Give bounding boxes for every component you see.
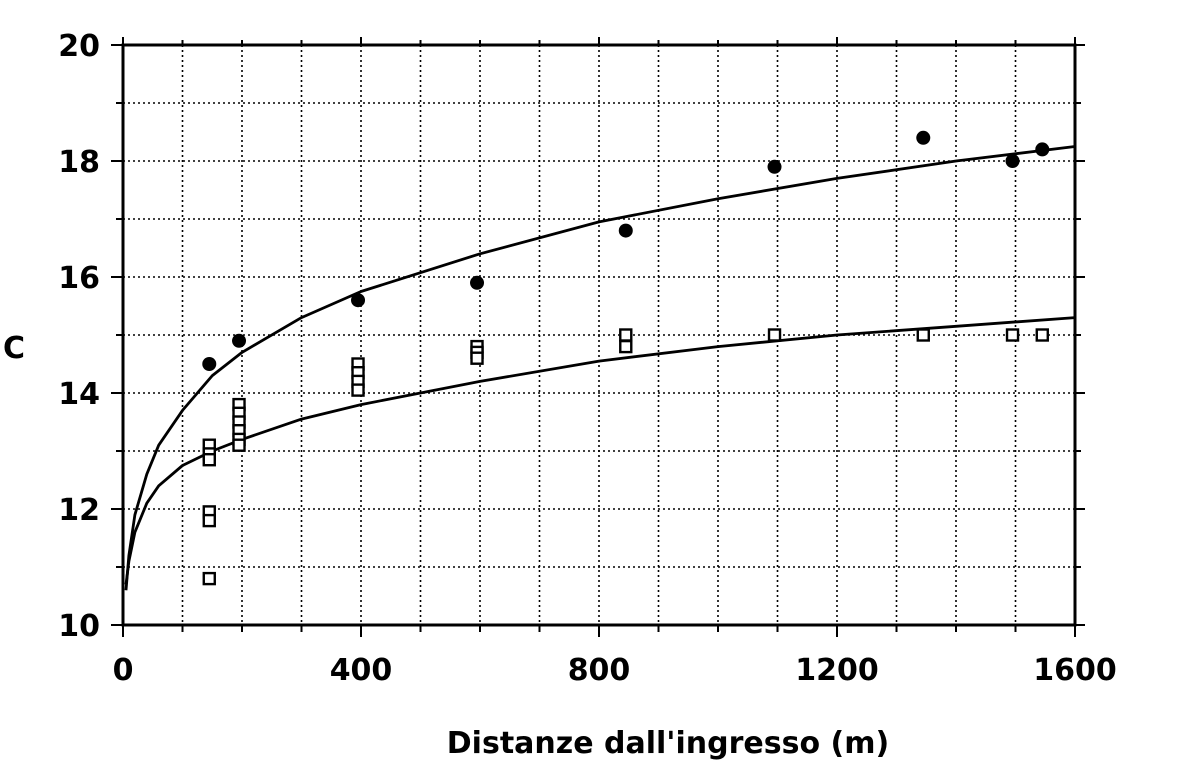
data-point-square — [351, 383, 365, 397]
data-point-circle — [1005, 154, 1020, 168]
data-point-square — [767, 328, 782, 342]
data-point-square — [619, 339, 633, 354]
axes — [111, 37, 1085, 637]
x-tick-label: 400 — [330, 653, 393, 688]
data-point-circle — [202, 357, 217, 371]
fit-lines — [124, 145, 1076, 591]
x-tick-label: 1600 — [1033, 653, 1117, 688]
data-point-circle — [1035, 142, 1050, 157]
y-tick-label: 12 — [58, 493, 100, 528]
data-point-circle — [351, 293, 366, 308]
data-point-circle — [767, 159, 782, 174]
grid-lines — [123, 45, 1075, 625]
data-point-circle — [470, 275, 485, 290]
x-tick-labels: 0 400 800 1200 1600 — [113, 653, 1117, 688]
data-point-square — [202, 571, 216, 586]
y-tick-label: 20 — [58, 29, 100, 64]
data-point-square — [1035, 328, 1049, 342]
data-point-square — [1005, 328, 1020, 342]
fit-line-1 — [124, 145, 1076, 591]
x-tick-label: 1200 — [795, 653, 879, 688]
y-tick-label: 16 — [58, 261, 100, 296]
y-tick-label: 10 — [58, 609, 100, 644]
data-point-square — [202, 453, 216, 467]
data-point-circle — [916, 130, 931, 145]
data-point-square — [232, 438, 246, 452]
y-tick-label: 14 — [58, 377, 100, 412]
data-points — [202, 130, 1050, 586]
data-point-square — [470, 351, 484, 365]
x-tick-label: 800 — [568, 653, 631, 688]
y-tick-label: 18 — [58, 145, 100, 180]
data-point-circle — [618, 223, 633, 238]
data-point-square — [202, 513, 216, 528]
data-point-circle — [232, 333, 247, 348]
x-axis-title: Distanze dall'ingresso (m) — [447, 726, 889, 761]
y-tick-labels: 10 12 14 16 18 20 — [58, 29, 100, 644]
y-axis-title: C — [3, 331, 25, 366]
data-point-square — [916, 328, 930, 342]
x-tick-label: 0 — [113, 653, 134, 688]
data-point-square — [619, 328, 633, 342]
